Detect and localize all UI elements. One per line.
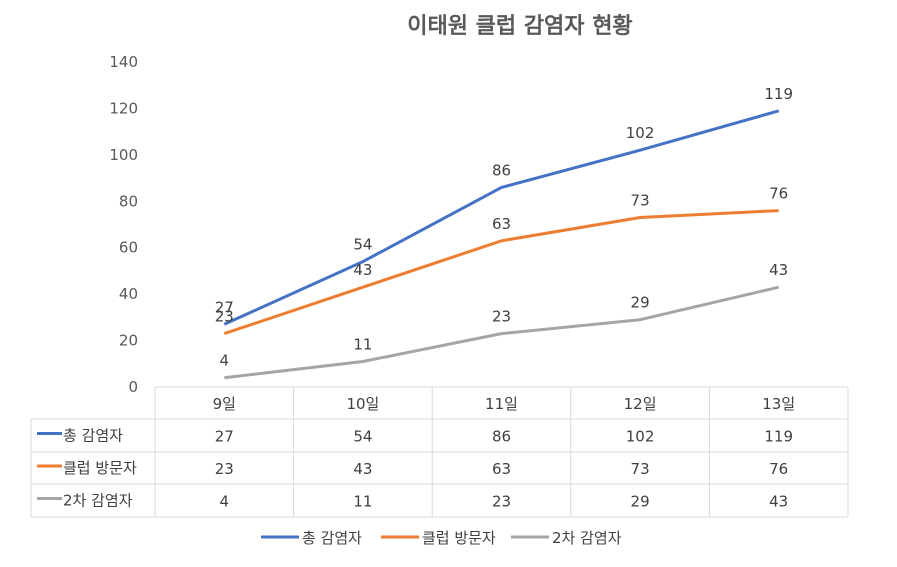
data-label: 43 [353,261,372,279]
data-label: 29 [631,294,650,312]
data-label: 23 [215,308,234,326]
x-tick-label: 11일 [485,395,518,413]
y-tick-label: 0 [128,378,138,396]
data-label: 4 [220,352,230,370]
table-cell: 11 [353,493,372,511]
table-row-label: 클럽 방문자 [63,459,137,477]
table-cell: 102 [626,428,655,446]
table-cell: 27 [215,428,234,446]
table-cell: 4 [220,493,230,511]
data-label: 23 [492,308,511,326]
table-cell: 43 [353,460,372,478]
table-cell: 86 [492,428,511,446]
data-label: 43 [769,261,788,279]
x-tick-label: 9일 [213,395,236,413]
data-label: 27 [215,298,234,316]
data-label: 11 [353,335,372,353]
y-tick-label: 60 [119,239,138,257]
y-tick-label: 20 [119,332,138,350]
chart-title: 이태원 클럽 감염자 현황 [407,14,632,39]
data-label: 86 [492,161,511,179]
table-cell: 119 [764,428,793,446]
data-label: 102 [626,124,655,142]
table-cell: 29 [631,493,650,511]
table-row-label: 2차 감염자 [63,492,133,510]
y-tick-label: 80 [119,192,138,210]
y-tick-label: 100 [109,146,138,164]
data-label: 54 [353,236,372,254]
x-tick-label: 13일 [762,395,795,413]
table-cell: 73 [631,460,650,478]
x-tick-label: 10일 [346,395,379,413]
table-cell: 76 [769,460,788,478]
y-tick-label: 40 [119,285,138,303]
x-tick-label: 12일 [624,395,657,413]
data-label: 76 [769,185,788,203]
table-cell: 23 [492,493,511,511]
table-cell: 23 [215,460,234,478]
table-cell: 63 [492,460,511,478]
legend-label: 2차 감염자 [552,529,622,547]
legend-label: 총 감염자 [302,529,362,547]
table-row-label: 총 감염자 [63,427,123,445]
series-line [224,285,780,380]
table-cell: 43 [769,493,788,511]
data-label: 119 [764,85,793,103]
series-line [223,109,780,326]
data-label: 73 [631,192,650,210]
y-tick-label: 120 [109,99,138,117]
y-tick-label: 140 [109,53,138,71]
table-cell: 54 [353,428,372,446]
legend-label: 클럽 방문자 [422,529,496,547]
data-label: 63 [492,215,511,233]
series-line [223,209,779,336]
